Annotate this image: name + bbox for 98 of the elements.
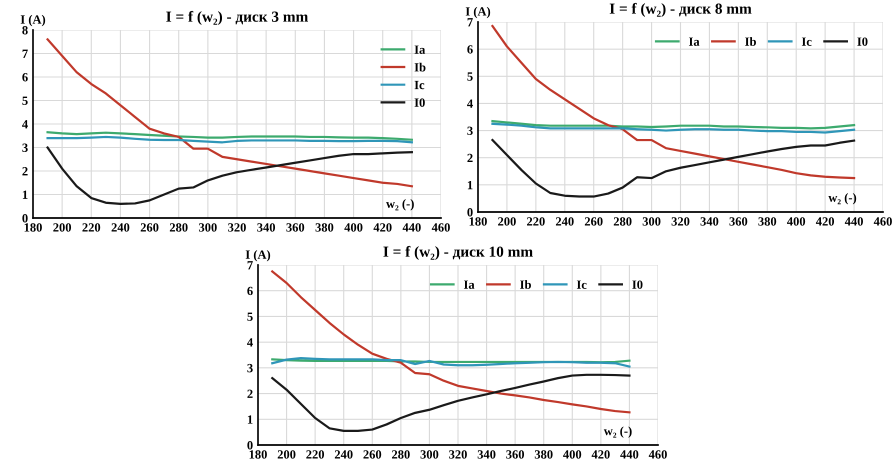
y-tick-label: 5: [22, 96, 28, 105]
x-tick-label: 200: [53, 223, 72, 232]
x-tick-label: 440: [844, 217, 863, 226]
y-tick-label: 4: [467, 100, 473, 108]
x-tick-label: 400: [563, 450, 582, 459]
y-tick-label: 2: [467, 154, 473, 162]
chart-title: I = f (w₂) - диск 3 mm: [166, 10, 308, 25]
y-axis-title: I (A): [246, 250, 270, 262]
y-tick-label: 5: [247, 312, 253, 321]
chart-title: I = f (w₂) - диск 10 mm: [383, 246, 533, 260]
x-tick-label: 460: [874, 217, 892, 226]
x-tick-label: 240: [112, 223, 130, 232]
x-tick-label: 420: [816, 217, 834, 226]
y-tick-label: 4: [22, 120, 28, 128]
y-tick-label: 0: [467, 208, 473, 216]
x-tick-label: 400: [344, 223, 362, 232]
legend-label: Ib: [745, 37, 756, 46]
x-tick-label: 320: [449, 450, 467, 459]
y-tick-label: 2: [247, 390, 253, 398]
legend-label: Ia: [688, 38, 700, 46]
y-axis-title: I (A): [466, 6, 490, 18]
x-tick-label: 320: [672, 217, 690, 226]
y-tick-label: 6: [467, 45, 473, 54]
x-tick-label: 180: [24, 223, 42, 232]
y-tick-label: 0: [22, 214, 28, 222]
x-tick-label: 380: [316, 223, 334, 232]
x-tick-label: 360: [506, 450, 524, 459]
line-series: [491, 122, 856, 134]
y-tick-label: 8: [22, 26, 28, 34]
chart-title: I = f (w₂) - диск 8 mm: [610, 2, 752, 17]
x-tick-label: 420: [592, 450, 610, 459]
x-tick-label: 380: [534, 450, 553, 459]
x-tick-label: 260: [584, 217, 603, 226]
x-tick-label: 280: [392, 450, 410, 459]
y-tick-label: 1: [248, 415, 252, 424]
x-tick-label: 300: [198, 223, 217, 232]
y-tick-label: 7: [468, 18, 473, 26]
y-tick-label: 2: [22, 167, 28, 176]
line-series: [271, 270, 631, 414]
legend-label: Ib: [520, 280, 531, 289]
x-tick-label: 220: [527, 217, 545, 226]
x-tick-label: 460: [648, 450, 667, 459]
x-tick-label: 380: [758, 217, 776, 226]
x-tick-label: 340: [478, 450, 496, 459]
x-tick-label: 360: [729, 217, 748, 226]
x-tick-label: 440: [620, 450, 638, 459]
y-tick-label: 0: [247, 441, 253, 450]
x-axis-title: w₂ (-): [828, 193, 856, 204]
x-tick-label: 200: [278, 450, 296, 459]
x-tick-label: 200: [498, 217, 516, 226]
x-tick-label: 240: [556, 217, 574, 226]
x-tick-label: 280: [170, 223, 188, 232]
x-tick-label: 300: [642, 217, 660, 226]
legend-label: I0: [857, 37, 868, 46]
line-series: [491, 24, 856, 180]
x-tick-label: 340: [700, 217, 718, 226]
line-series: [46, 38, 413, 188]
y-tick-label: 3: [467, 126, 473, 136]
x-tick-label: 280: [614, 217, 632, 226]
x-tick-label: 360: [286, 223, 304, 232]
y-tick-label: 6: [247, 286, 253, 296]
x-tick-label: 420: [374, 223, 392, 232]
y-tick-label: 3: [247, 364, 253, 372]
x-tick-label: 260: [363, 450, 382, 459]
legend-label: I0: [632, 280, 643, 289]
x-tick-label: 340: [257, 223, 276, 232]
y-tick-label: 7: [22, 50, 28, 58]
x-tick-label: 220: [306, 450, 324, 459]
x-tick-label: 260: [140, 223, 158, 232]
legend-label: Ic: [576, 280, 587, 289]
y-axis-title: I (A): [20, 14, 46, 26]
line-series: [271, 356, 631, 368]
x-tick-label: 180: [250, 450, 267, 459]
x-tick-label: 300: [420, 450, 438, 459]
legend-label: Ic: [802, 38, 812, 46]
y-tick-label: 7: [248, 261, 253, 270]
legend-label: Ib: [414, 62, 426, 72]
y-tick-label: 1: [22, 190, 28, 199]
legend-label: I0: [414, 98, 425, 107]
x-tick-label: 240: [334, 450, 353, 459]
line-series: [491, 120, 856, 130]
x-tick-label: 440: [402, 223, 421, 232]
y-tick-label: 6: [22, 73, 28, 82]
line-series: [46, 131, 413, 141]
y-tick-label: 3: [22, 144, 28, 152]
legend-label: Ic: [414, 80, 424, 90]
legend-label: Ia: [464, 280, 474, 289]
x-axis-title: w₂ (-): [604, 426, 632, 438]
y-tick-label: 4: [247, 338, 253, 346]
x-tick-label: 460: [432, 223, 450, 232]
legend-label: Ia: [414, 46, 426, 54]
y-tick-label: 5: [467, 72, 473, 81]
x-tick-label: 320: [228, 223, 246, 232]
x-tick-label: 180: [470, 217, 487, 226]
y-tick-label: 1: [468, 180, 472, 190]
x-tick-label: 220: [82, 223, 100, 232]
x-axis-title: w₂ (-): [386, 199, 414, 210]
x-tick-label: 400: [787, 217, 806, 226]
